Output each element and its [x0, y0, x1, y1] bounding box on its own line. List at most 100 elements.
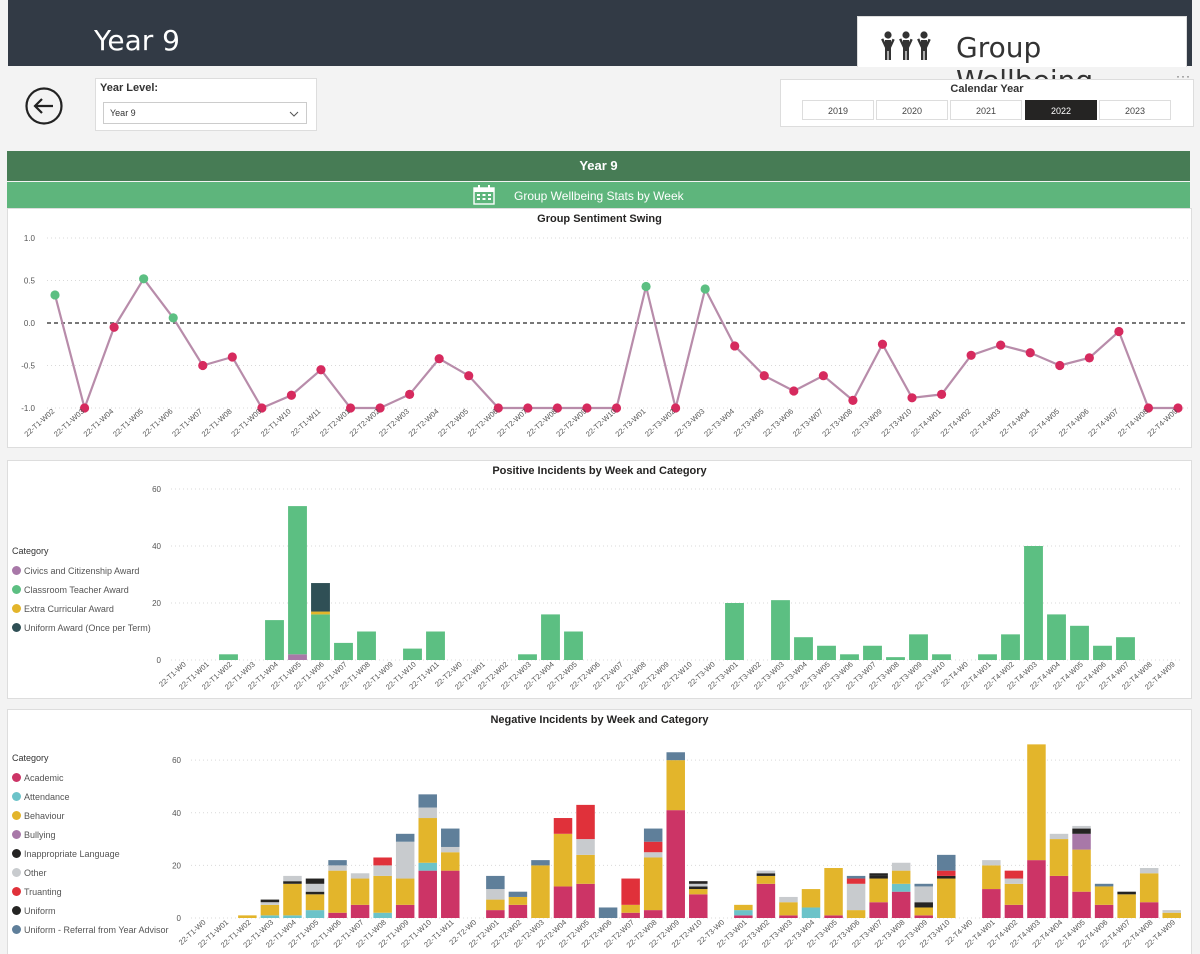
sentiment-point[interactable]: [1084, 353, 1094, 363]
bar-segment[interactable]: [486, 899, 505, 911]
legend-item[interactable]: Bullying: [12, 825, 169, 844]
sentiment-point[interactable]: [730, 341, 740, 351]
sentiment-point[interactable]: [877, 339, 888, 349]
bar-segment[interactable]: [311, 614, 330, 660]
bar-segment[interactable]: [914, 915, 933, 918]
bar-segment[interactable]: [937, 878, 956, 918]
bar-segment[interactable]: [486, 875, 505, 890]
bar-segment[interactable]: [418, 807, 437, 819]
sentiment-point[interactable]: [168, 313, 178, 323]
bar-segment[interactable]: [395, 841, 415, 879]
bar-segment[interactable]: [1093, 645, 1112, 660]
bar-segment[interactable]: [531, 860, 550, 866]
bar-segment[interactable]: [817, 645, 836, 660]
bar-segment[interactable]: [1027, 860, 1046, 918]
bar-segment[interactable]: [311, 611, 330, 615]
legend-item[interactable]: Truanting: [12, 882, 169, 901]
bar-segment[interactable]: [1004, 883, 1024, 905]
bar-segment[interactable]: [734, 910, 753, 916]
bar-segment[interactable]: [553, 818, 573, 834]
legend-item[interactable]: Behaviour: [12, 806, 169, 825]
sentiment-point[interactable]: [848, 395, 858, 405]
bar-segment[interactable]: [891, 891, 911, 918]
bar-segment[interactable]: [283, 883, 302, 916]
bar-segment[interactable]: [643, 828, 663, 842]
bar-segment[interactable]: [350, 878, 370, 905]
bar-segment[interactable]: [779, 896, 798, 903]
bar-segment[interactable]: [598, 907, 618, 918]
bar-segment[interactable]: [260, 902, 280, 905]
bar-segment[interactable]: [418, 818, 437, 863]
bar-segment[interactable]: [914, 883, 933, 887]
sentiment-point[interactable]: [611, 403, 622, 413]
legend-item[interactable]: Civics and Citizenship Award: [12, 561, 151, 580]
sentiment-point[interactable]: [759, 371, 769, 381]
bar-segment[interactable]: [1116, 637, 1135, 660]
bar-segment[interactable]: [643, 841, 663, 853]
sentiment-point[interactable]: [257, 403, 267, 413]
bar-segment[interactable]: [982, 865, 1001, 890]
bar-segment[interactable]: [305, 891, 325, 895]
bar-segment[interactable]: [1117, 891, 1136, 895]
sentiment-point[interactable]: [1114, 326, 1124, 337]
bar-segment[interactable]: [334, 642, 353, 660]
bar-segment[interactable]: [863, 645, 882, 660]
bar-segment[interactable]: [801, 907, 821, 918]
bar-segment[interactable]: [779, 902, 798, 916]
bar-segment[interactable]: [1094, 886, 1114, 905]
bar-segment[interactable]: [576, 839, 595, 855]
bar-segment[interactable]: [824, 868, 843, 916]
bar-segment[interactable]: [395, 878, 415, 905]
bar-segment[interactable]: [1139, 902, 1159, 918]
bar-segment[interactable]: [441, 852, 460, 871]
year-button-2021[interactable]: 2021: [950, 100, 1022, 120]
bar-segment[interactable]: [1072, 825, 1091, 829]
legend-item[interactable]: Uniform - Referral from Year Advisor: [12, 920, 169, 939]
bar-segment[interactable]: [486, 889, 505, 900]
bar-segment[interactable]: [846, 878, 866, 884]
bar-segment[interactable]: [909, 634, 928, 660]
sentiment-point[interactable]: [316, 365, 326, 375]
bar-segment[interactable]: [869, 878, 888, 903]
sentiment-point[interactable]: [375, 403, 385, 413]
bar-segment[interactable]: [1047, 614, 1066, 660]
bar-segment[interactable]: [1070, 625, 1089, 660]
bar-segment[interactable]: [643, 857, 663, 911]
bar-segment[interactable]: [932, 654, 951, 660]
bar-segment[interactable]: [328, 870, 347, 913]
bar-segment[interactable]: [982, 860, 1001, 866]
sentiment-point[interactable]: [405, 389, 415, 399]
bar-segment[interactable]: [305, 910, 325, 918]
bar-segment[interactable]: [508, 896, 528, 905]
bar-segment[interactable]: [357, 631, 376, 661]
bar-segment[interactable]: [666, 760, 685, 811]
bar-segment[interactable]: [260, 904, 280, 916]
bar-segment[interactable]: [1139, 868, 1159, 874]
bar-segment[interactable]: [937, 870, 956, 876]
sentiment-point[interactable]: [1055, 360, 1065, 371]
bar-segment[interactable]: [846, 910, 866, 918]
bar-segment[interactable]: [1049, 833, 1069, 840]
bar-segment[interactable]: [937, 875, 956, 879]
sentiment-point[interactable]: [907, 393, 917, 403]
bar-segment[interactable]: [373, 857, 392, 866]
bar-segment[interactable]: [576, 854, 595, 884]
bar-segment[interactable]: [756, 873, 776, 876]
sentiment-point[interactable]: [464, 371, 474, 381]
legend-item[interactable]: Classroom Teacher Award: [12, 580, 151, 599]
bar-segment[interactable]: [982, 889, 1001, 918]
bar-segment[interactable]: [1072, 891, 1091, 918]
bar-segment[interactable]: [564, 631, 583, 661]
legend-item[interactable]: Extra Curricular Award: [12, 599, 151, 618]
bar-segment[interactable]: [288, 654, 307, 660]
bar-segment[interactable]: [553, 886, 573, 918]
sentiment-point[interactable]: [936, 389, 947, 399]
bar-segment[interactable]: [288, 506, 307, 655]
bar-segment[interactable]: [891, 862, 911, 871]
bar-segment[interactable]: [689, 883, 708, 887]
bar-segment[interactable]: [1072, 828, 1091, 834]
bar-segment[interactable]: [283, 881, 302, 884]
legend-item[interactable]: Attendance: [12, 787, 169, 806]
bar-segment[interactable]: [418, 862, 437, 871]
bar-segment[interactable]: [891, 883, 911, 892]
